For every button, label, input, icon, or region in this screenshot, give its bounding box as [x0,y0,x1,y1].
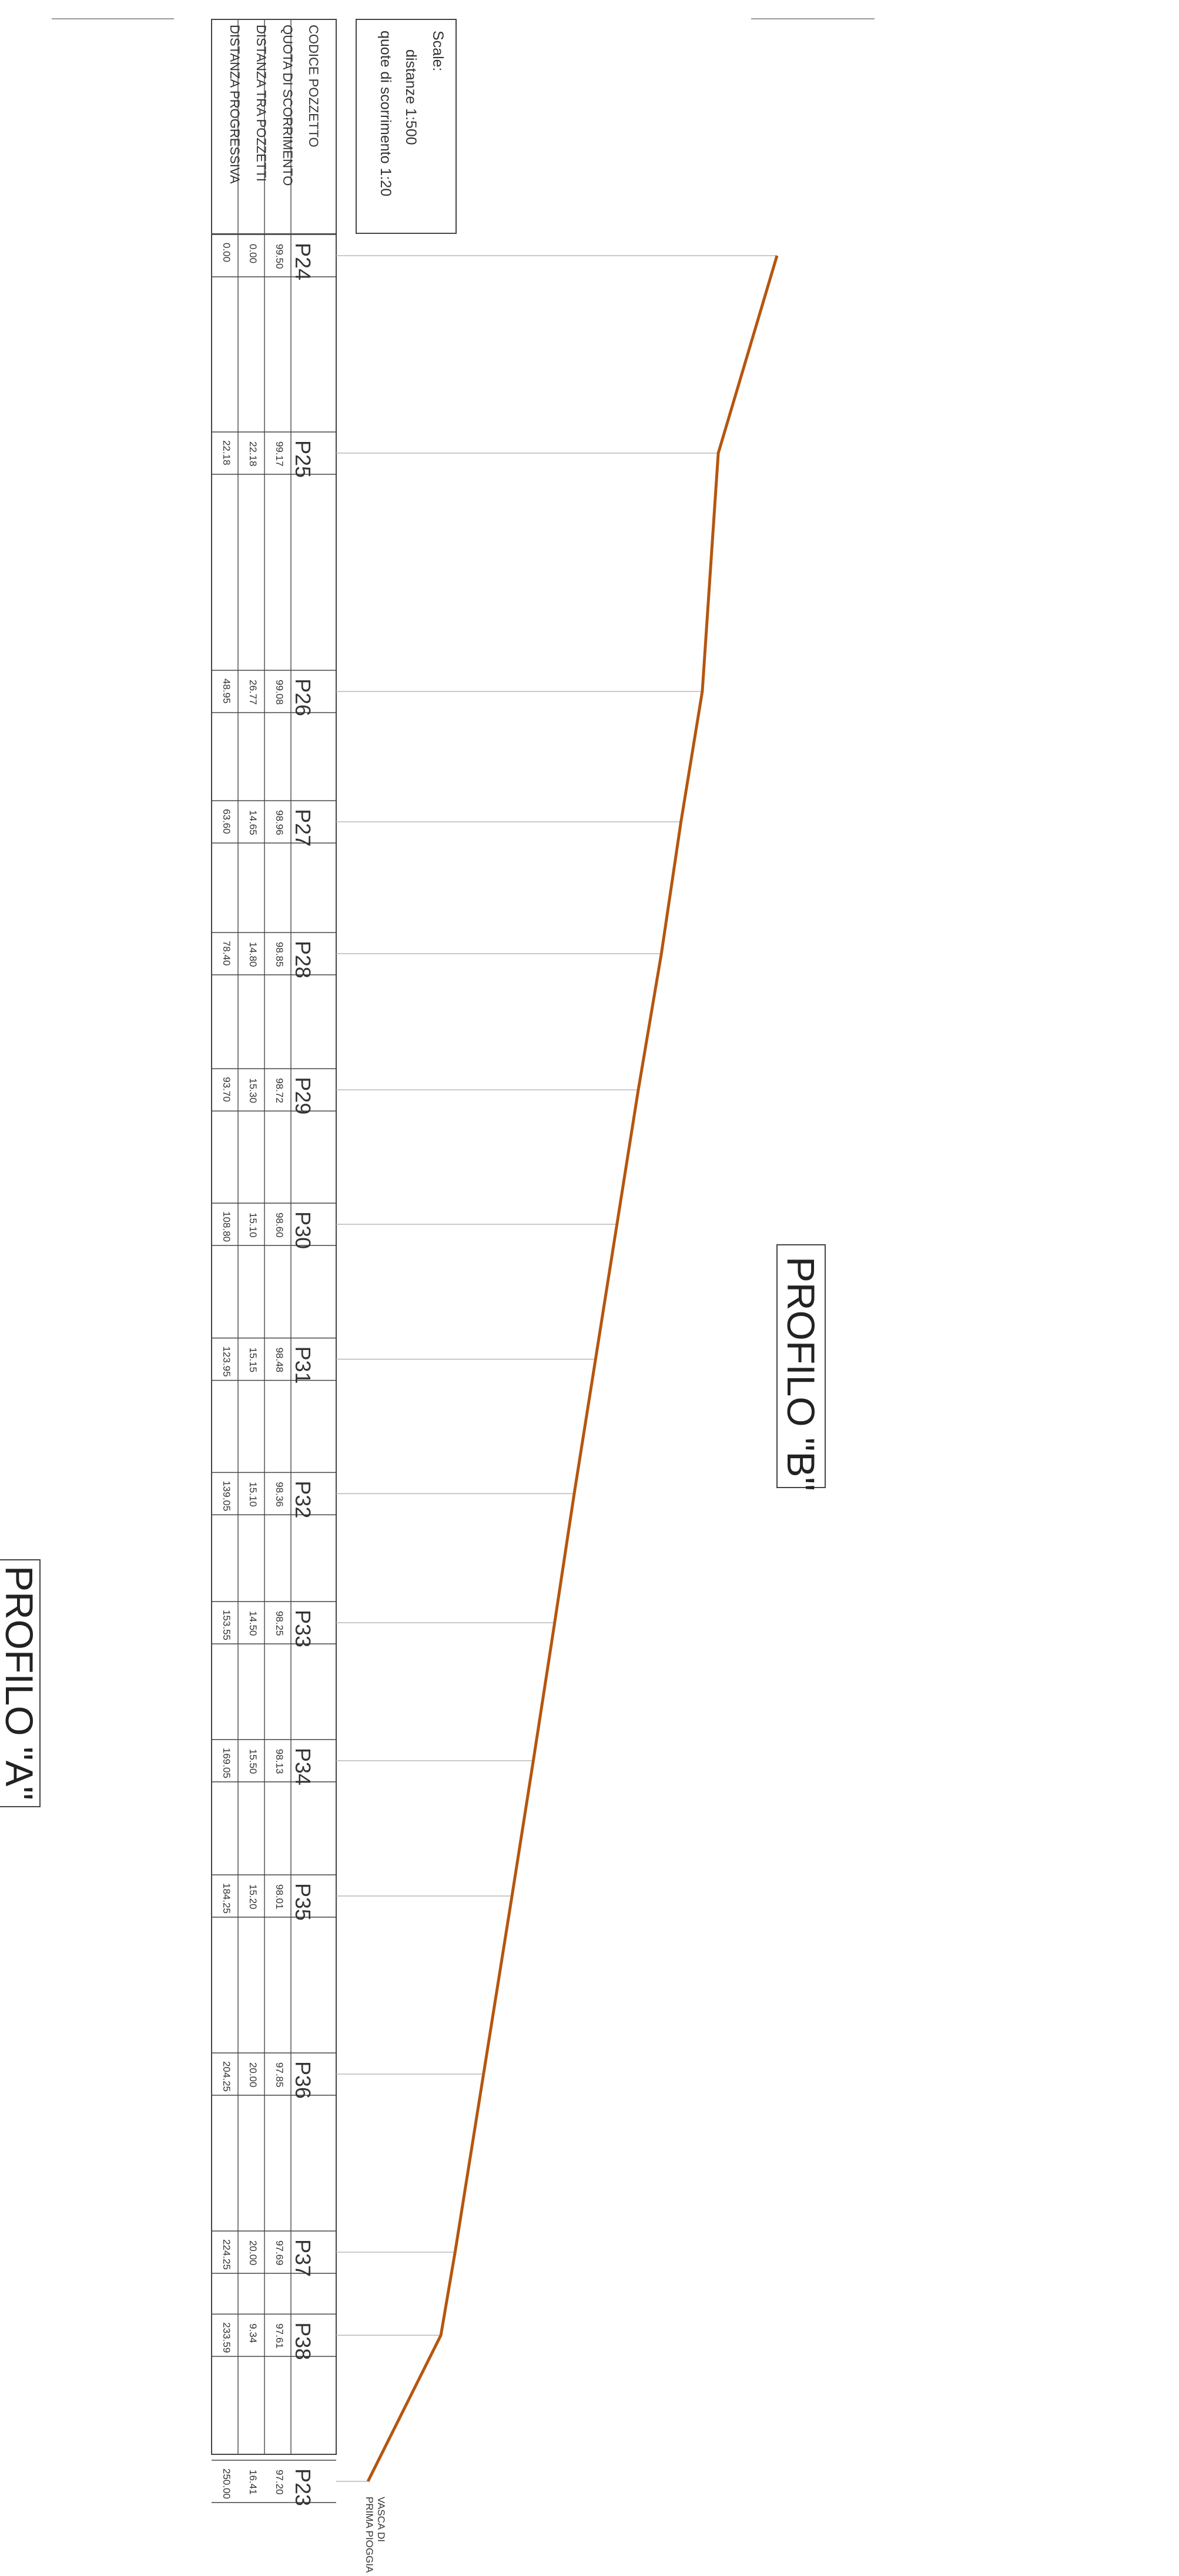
well-progressiva-p28: 78.40 [221,941,232,966]
well-quota-p28: 98.85 [274,942,285,967]
profile-plot [336,255,779,2483]
well-progressiva-p30: 108.80 [221,1211,232,1242]
well-progressiva-p38: 233.59 [221,2322,232,2353]
well-progressiva-p29: 93.70 [221,1077,232,1102]
well-quota-p24: 99.50 [274,244,285,269]
well-progressiva-p23: 250.00 [221,2468,232,2499]
profile-line [366,255,779,2483]
well-code-p23: P23 [291,2468,315,2506]
well-quota-p27: 98.96 [274,810,285,835]
scale-distances: distanze 1:500 [403,49,419,145]
well-distanza-p23: 16.41 [247,2470,259,2495]
well-code-p29: P29 [291,1077,315,1114]
well-code-p31: P31 [291,1346,315,1384]
well-distanza-p25: 22.18 [247,441,259,467]
well-distanza-p32: 15.10 [247,1482,259,1507]
well-code-p32: P32 [291,1480,315,1518]
well-progressiva-p36: 204.25 [221,2061,232,2092]
well-code-p25: P25 [291,440,315,478]
well-progressiva-p24: 0.00 [221,243,232,262]
well-quota-p34: 98.13 [274,1749,285,1774]
end-note-line-2: PRIMA PIOGGIA [364,2497,375,2573]
well-quota-p38: 97.61 [274,2323,285,2349]
well-code-p27: P27 [291,809,315,846]
well-code-p34: P34 [291,1748,315,1786]
well-quota-p35: 98.01 [274,1884,285,1910]
well-progressiva-p35: 184.25 [221,1883,232,1914]
well-progressiva-p31: 123.95 [221,1346,232,1377]
profile-table: CODICE POZZETTO QUOTA DI SCORRIMENTO DIS… [211,19,337,2506]
well-distanza-p27: 14.65 [247,810,259,835]
well-distanza-p36: 20.00 [247,2062,259,2088]
well-distanza-p30: 15.10 [247,1212,259,1238]
well-quota-p30: 98.60 [274,1212,285,1238]
well-distanza-p37: 20.00 [247,2240,259,2266]
well-distanza-p34: 15.50 [247,1749,259,1774]
well-quota-p29: 98.72 [274,1078,285,1103]
well-quota-p31: 98.48 [274,1348,285,1373]
well-distanza-p26: 26.77 [247,679,259,705]
well-progressiva-p26: 48.95 [221,678,232,704]
well-distanza-p35: 15.20 [247,1884,259,1910]
well-code-p38: P38 [291,2322,315,2360]
well-quota-p23: 97.20 [274,2470,285,2495]
well-progressiva-p34: 169.05 [221,1748,232,1778]
well-quota-p33: 98.25 [274,1611,285,1636]
well-code-p33: P33 [291,1610,315,1647]
well-distanza-p38: 9.34 [247,2323,259,2343]
well-code-p37: P37 [291,2239,315,2277]
well-code-p30: P30 [291,1211,315,1249]
well-quota-p36: 97.85 [274,2062,285,2088]
well-quota-p26: 99.08 [274,679,285,705]
scale-elevations: quote di scorrimento 1:20 [377,31,394,196]
well-progressiva-p37: 224.25 [221,2239,232,2270]
well-progressiva-p25: 22.18 [221,440,232,465]
title-b: PROFILO "B" [779,1257,823,1491]
well-distanza-p24: 0.00 [247,244,259,263]
well-progressiva-p32: 139.05 [221,1480,232,1511]
row-label-distanza: DISTANZA TRA POZZETTI [254,25,269,182]
well-quota-p37: 97.69 [274,2240,285,2266]
title-a-box: PROFILO "A" [0,1559,41,1807]
well-distanza-p31: 15.15 [247,1348,259,1373]
title-b-box: PROFILO "B" [776,1244,826,1491]
well-progressiva-p33: 153.55 [221,1610,232,1640]
scale-heading: Scale: [430,31,446,71]
title-a: PROFILO "A" [0,1566,41,1800]
well-distanza-p29: 15.30 [247,1078,259,1103]
well-code-p26: P26 [291,678,315,716]
well-distanza-p28: 14.80 [247,942,259,967]
scale-box: Scale: distanze 1:500 quote di scorrimen… [356,19,457,234]
well-quota-p25: 99.17 [274,441,285,467]
well-distanza-p33: 14.50 [247,1611,259,1636]
well-code-p28: P28 [291,941,315,979]
row-label-progressiva: DISTANZA PROGRESSIVA [227,25,242,184]
well-code-p24: P24 [291,243,315,280]
table-frame [211,19,337,2455]
end-note-line-1: VASCA DI [376,2497,387,2542]
row-label-codice: CODICE POZZETTO [306,25,321,148]
well-code-p35: P35 [291,1883,315,1921]
well-quota-p32: 98.36 [274,1482,285,1507]
well-code-p36: P36 [291,2061,315,2099]
well-progressiva-p27: 63.60 [221,809,232,834]
row-label-quota: QUOTA DI SCORRIMENTO [280,25,295,186]
